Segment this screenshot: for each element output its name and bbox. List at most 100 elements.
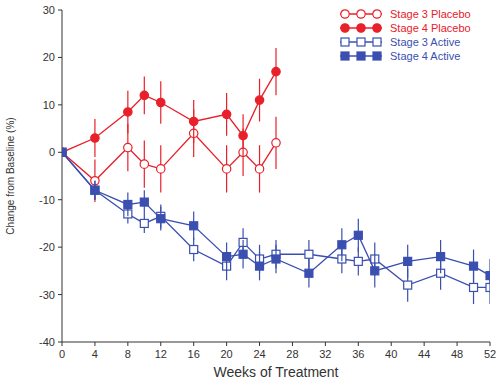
x-tick bbox=[358, 342, 359, 346]
x-tick bbox=[457, 342, 458, 346]
data-point bbox=[239, 131, 247, 139]
data-point bbox=[222, 165, 230, 173]
x-tick bbox=[127, 342, 128, 346]
data-point bbox=[157, 98, 165, 106]
error-bar bbox=[94, 159, 95, 202]
data-point bbox=[124, 200, 132, 208]
x-tick bbox=[292, 342, 293, 346]
legend-label: Stage 4 Placebo bbox=[390, 22, 471, 34]
legend-label: Stage 4 Active bbox=[390, 50, 460, 62]
data-point bbox=[140, 91, 148, 99]
series-line bbox=[62, 133, 276, 180]
legend-marker bbox=[341, 38, 349, 46]
y-tick bbox=[58, 152, 62, 153]
x-tick-label: 44 bbox=[418, 348, 430, 360]
x-tick-label: 24 bbox=[253, 348, 265, 360]
data-point bbox=[404, 281, 412, 289]
data-point bbox=[255, 165, 263, 173]
data-point bbox=[255, 96, 263, 104]
legend-label: Stage 3 Placebo bbox=[390, 8, 471, 20]
data-point bbox=[222, 110, 230, 118]
legend-marker bbox=[357, 24, 365, 32]
y-tick-label: -30 bbox=[39, 289, 55, 301]
data-point bbox=[305, 269, 313, 277]
series bbox=[62, 148, 490, 304]
y-tick bbox=[58, 10, 62, 11]
y-tick bbox=[58, 199, 62, 200]
data-point bbox=[223, 253, 231, 261]
data-point bbox=[157, 165, 165, 173]
x-tick bbox=[391, 342, 392, 346]
series bbox=[62, 148, 490, 292]
data-point bbox=[91, 186, 99, 194]
series-line bbox=[62, 152, 490, 287]
y-tick bbox=[58, 104, 62, 105]
x-tick-label: 36 bbox=[352, 348, 364, 360]
x-tick bbox=[424, 342, 425, 346]
legend-marker bbox=[357, 10, 365, 18]
series bbox=[62, 48, 280, 157]
plot-area bbox=[62, 48, 490, 304]
legend-marker bbox=[373, 38, 381, 46]
data-point bbox=[354, 257, 362, 265]
data-point bbox=[256, 262, 264, 270]
data-point bbox=[272, 67, 280, 75]
data-point bbox=[470, 262, 478, 270]
y-axis-label: Change from Baseline (%) bbox=[5, 117, 16, 234]
y-tick-label: 0 bbox=[49, 146, 55, 158]
legend-marker bbox=[341, 52, 349, 60]
x-tick bbox=[62, 342, 63, 346]
data-point bbox=[371, 267, 379, 275]
y-tick-label: -40 bbox=[39, 336, 55, 348]
data-point bbox=[404, 257, 412, 265]
x-tick bbox=[490, 342, 491, 346]
y-tick-label: -10 bbox=[39, 194, 55, 206]
data-point bbox=[91, 134, 99, 142]
data-point bbox=[239, 250, 247, 258]
data-point bbox=[189, 117, 197, 125]
legend-marker bbox=[373, 52, 381, 60]
x-tick bbox=[259, 342, 260, 346]
data-point bbox=[190, 246, 198, 254]
data-point bbox=[124, 143, 132, 151]
legend-marker bbox=[357, 52, 365, 60]
series-line bbox=[62, 72, 276, 153]
x-tick bbox=[193, 342, 194, 346]
series-line bbox=[62, 152, 490, 275]
y-tick-label: 30 bbox=[43, 4, 55, 16]
y-tick bbox=[58, 294, 62, 295]
y-tick bbox=[58, 247, 62, 248]
legend-marker bbox=[373, 10, 381, 18]
x-tick-label: 52 bbox=[484, 348, 496, 360]
x-tick bbox=[160, 342, 161, 346]
data-point bbox=[124, 108, 132, 116]
y-tick bbox=[58, 57, 62, 58]
data-point bbox=[305, 250, 313, 258]
data-point bbox=[140, 219, 148, 227]
data-point bbox=[272, 139, 280, 147]
data-point bbox=[62, 148, 66, 156]
legend-marker bbox=[341, 10, 349, 18]
x-tick-label: 12 bbox=[155, 348, 167, 360]
data-point bbox=[62, 148, 66, 156]
x-tick-label: 16 bbox=[188, 348, 200, 360]
legend-label: Stage 3 Active bbox=[390, 36, 460, 48]
y-axis-line bbox=[62, 10, 63, 342]
legend: Stage 3 Placebo Stage 4 Placebo Stage 3 Ac… bbox=[340, 8, 471, 62]
x-axis-line bbox=[62, 342, 490, 343]
x-tick bbox=[94, 342, 95, 346]
data-point bbox=[62, 148, 66, 156]
legend-marker bbox=[357, 38, 365, 46]
data-point bbox=[470, 283, 478, 291]
data-point bbox=[272, 255, 280, 263]
x-tick bbox=[325, 342, 326, 346]
data-point bbox=[190, 222, 198, 230]
y-tick-label: -20 bbox=[39, 241, 55, 253]
data-point bbox=[140, 160, 148, 168]
series bbox=[62, 110, 280, 202]
x-tick-label: 8 bbox=[125, 348, 131, 360]
x-tick-label: 0 bbox=[59, 348, 65, 360]
x-tick-label: 28 bbox=[286, 348, 298, 360]
chart: -40-30-20-100102030048121620242832364044… bbox=[0, 0, 500, 385]
y-tick-label: 10 bbox=[43, 99, 55, 111]
